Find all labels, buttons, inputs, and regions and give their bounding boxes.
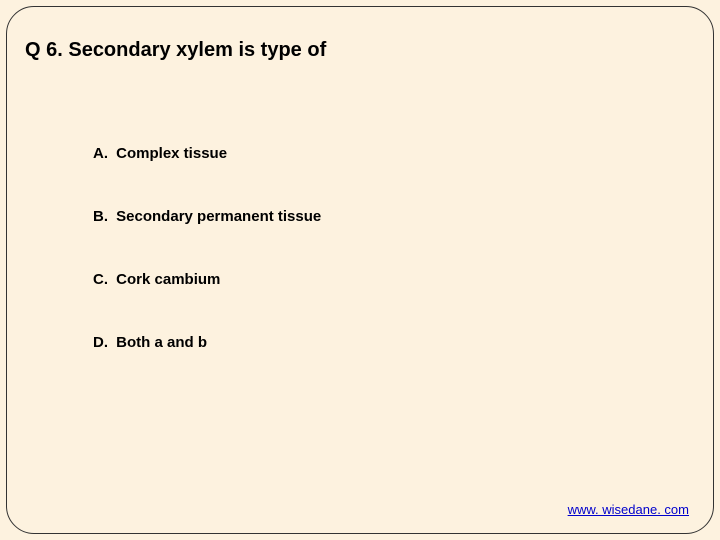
option-text: Secondary permanent tissue	[116, 208, 321, 225]
question-text: Q 6. Secondary xylem is type of	[25, 39, 326, 62]
option-letter: A.	[93, 145, 108, 162]
slide-frame: Q 6. Secondary xylem is type of A. Compl…	[6, 6, 714, 534]
option-d: D. Both a and b	[93, 334, 321, 351]
option-text: Cork cambium	[116, 271, 220, 288]
option-a: A. Complex tissue	[93, 145, 321, 162]
option-letter: C.	[93, 271, 108, 288]
footer-link[interactable]: www. wisedane. com	[568, 502, 689, 517]
option-letter: D.	[93, 334, 108, 351]
options-list: A. Complex tissue B. Secondary permanent…	[93, 145, 321, 397]
option-c: C. Cork cambium	[93, 271, 321, 288]
option-text: Both a and b	[116, 334, 207, 351]
option-text: Complex tissue	[116, 145, 227, 162]
option-b: B. Secondary permanent tissue	[93, 208, 321, 225]
option-letter: B.	[93, 208, 108, 225]
